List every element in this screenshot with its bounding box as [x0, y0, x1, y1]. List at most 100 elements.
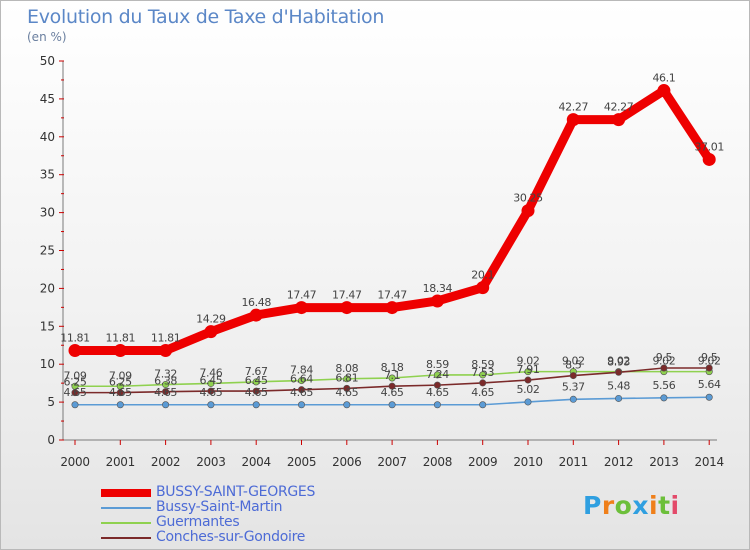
data-point — [521, 204, 535, 218]
data-label: 9.02 — [652, 355, 675, 368]
data-point — [705, 393, 713, 401]
data-label: 7.67 — [245, 365, 268, 378]
logo-letter: x — [632, 491, 649, 520]
data-label: 9.02 — [607, 355, 630, 368]
data-point — [705, 364, 713, 372]
data-point — [388, 382, 396, 390]
data-point — [479, 371, 487, 379]
data-label: 7.09 — [64, 369, 87, 382]
x-tick-label: 2011 — [559, 455, 588, 469]
data-label: 11.81 — [151, 331, 181, 344]
logo-letter: i — [649, 491, 659, 520]
data-label: 6.45 — [245, 374, 268, 387]
legend-swatch — [101, 489, 151, 497]
data-label: 9.02 — [562, 355, 585, 368]
data-point — [159, 343, 173, 357]
data-point — [476, 281, 490, 295]
data-label: 37.01 — [694, 140, 724, 153]
legend-label: Bussy-Saint-Martin — [156, 499, 283, 515]
x-tick-label: 2001 — [106, 455, 135, 469]
data-point — [612, 113, 626, 127]
data-label: 8.59 — [471, 358, 494, 371]
x-tick-label: 2010 — [513, 455, 542, 469]
legend-label: Conches-sur-Gondoire — [156, 529, 306, 545]
data-label: 9.02 — [517, 355, 540, 368]
data-point — [252, 378, 260, 386]
data-point — [162, 381, 170, 389]
data-point — [524, 398, 532, 406]
data-label: 4.65 — [381, 386, 404, 399]
data-label: 20.1 — [471, 269, 494, 282]
data-label: 7.24 — [426, 368, 449, 381]
data-label: 7.1 — [384, 369, 400, 382]
data-point — [702, 152, 716, 166]
x-tick-label: 2014 — [695, 455, 724, 469]
logo-letter: t — [658, 491, 671, 520]
data-label: 4.65 — [245, 386, 268, 399]
data-label: 4.65 — [109, 386, 132, 399]
data-label: 6.38 — [154, 375, 177, 388]
y-unit-label: (en %) — [27, 30, 67, 44]
data-label: 16.48 — [241, 296, 271, 309]
data-label: 7.46 — [199, 366, 222, 379]
data-point — [388, 401, 396, 409]
x-tick-label: 2013 — [649, 455, 678, 469]
data-point — [524, 376, 532, 384]
data-label: 4.65 — [154, 386, 177, 399]
data-label: 9.02 — [698, 355, 721, 368]
data-label: 5.64 — [698, 378, 721, 391]
data-point — [113, 343, 127, 357]
data-label: 42.27 — [604, 101, 634, 114]
x-tick-label: 2006 — [332, 455, 361, 469]
data-point — [252, 387, 260, 395]
data-point — [343, 401, 351, 409]
data-point — [657, 84, 671, 98]
data-point — [162, 401, 170, 409]
data-point — [295, 301, 308, 315]
data-label: 8.93 — [607, 355, 630, 368]
data-point — [615, 368, 623, 376]
data-point — [71, 389, 79, 397]
data-label: 42.27 — [559, 101, 589, 114]
y-tick-label: 5 — [47, 395, 55, 409]
data-point — [252, 401, 260, 409]
data-label: 8.59 — [426, 358, 449, 371]
data-label: 4.65 — [64, 386, 87, 399]
data-label: 6.64 — [290, 373, 313, 386]
data-point — [204, 325, 218, 339]
data-label: 8.18 — [381, 361, 404, 374]
data-label: 30.25 — [513, 192, 543, 205]
x-tick-label: 2007 — [377, 455, 406, 469]
data-point — [615, 394, 623, 402]
x-tick-label: 2003 — [196, 455, 225, 469]
data-label: 46.1 — [652, 72, 675, 85]
logo-letter: r — [601, 491, 615, 520]
data-label: 4.65 — [426, 386, 449, 399]
data-label: 7.32 — [154, 368, 177, 381]
data-point — [660, 394, 668, 402]
data-label: 7.09 — [109, 369, 132, 382]
proxiti-logo: Proxiti — [583, 491, 680, 520]
data-point — [479, 379, 487, 387]
x-tick-label: 2004 — [242, 455, 271, 469]
legend-swatch — [101, 507, 151, 509]
data-label: 6.25 — [109, 376, 132, 389]
y-tick-label: 40 — [40, 130, 55, 144]
data-point — [207, 387, 215, 395]
data-point — [430, 294, 444, 308]
y-tick-label: 35 — [40, 168, 55, 182]
data-point — [162, 388, 170, 396]
legend-swatch — [101, 537, 151, 539]
legend-swatch — [101, 522, 151, 524]
data-point — [569, 395, 577, 403]
data-point — [524, 368, 532, 376]
y-tick-label: 50 — [40, 54, 55, 68]
data-label: 7.84 — [290, 364, 313, 377]
data-point — [343, 384, 351, 392]
data-point — [116, 389, 124, 397]
y-tick-label: 25 — [40, 244, 55, 258]
data-label: 17.47 — [287, 289, 317, 302]
data-point — [479, 401, 487, 409]
